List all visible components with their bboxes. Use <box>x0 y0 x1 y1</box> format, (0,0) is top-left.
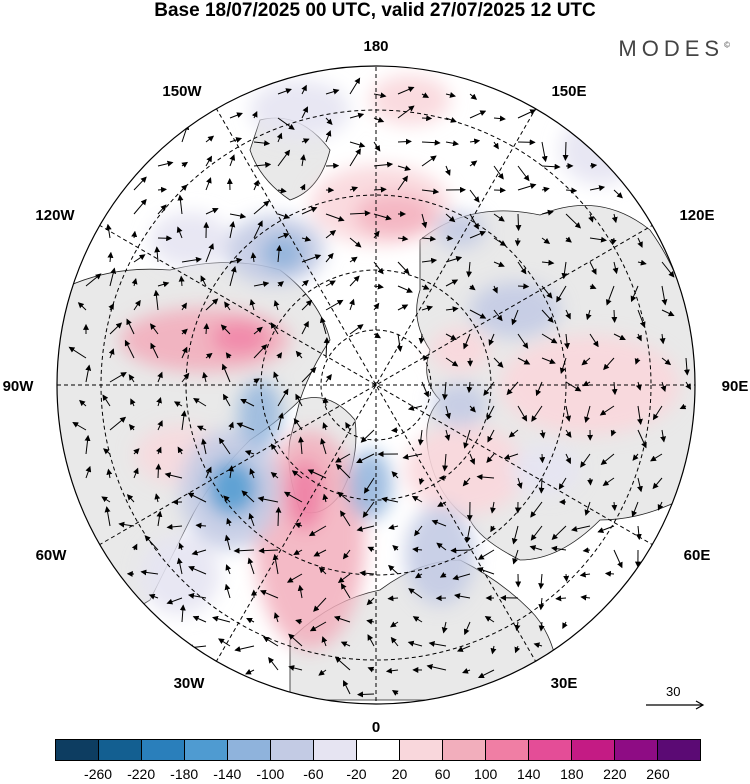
negative-anomaly-core <box>261 235 305 271</box>
negative-anomaly <box>150 212 230 268</box>
colorbar-tick-label: 260 <box>646 766 669 782</box>
wind-vector-arrow <box>517 238 518 245</box>
lon-label-90w: 90W <box>3 378 35 395</box>
lon-label-180: 180 <box>363 38 388 55</box>
wind-vector-arrow <box>278 508 279 526</box>
negative-anomaly <box>510 445 580 495</box>
negative-anomaly-core <box>207 460 257 516</box>
wind-vector-arrow <box>446 238 452 239</box>
positive-anomaly-core <box>287 460 323 530</box>
reference-vector-arrow <box>640 683 710 713</box>
polar-map: 180 0 90W 90E 150W 150E 120W 120E 60W 60… <box>0 0 750 735</box>
wind-vector-arrow <box>565 142 566 160</box>
negative-anomaly <box>250 80 350 140</box>
colorbar <box>55 739 701 761</box>
colorbar-tick-label: -100 <box>256 766 284 782</box>
colorbar-swatch <box>98 740 141 760</box>
wind-vector-arrow <box>374 189 386 190</box>
wind-vector-arrow <box>422 118 431 119</box>
colorbar-swatch <box>313 740 356 760</box>
lon-label-60w: 60W <box>36 547 68 564</box>
lon-label-90e: 90E <box>722 378 749 395</box>
lon-label-0: 0 <box>372 719 380 735</box>
colorbar-tick-label: -140 <box>213 766 241 782</box>
wind-vector-arrow <box>158 189 166 190</box>
wind-vector-arrow <box>614 310 615 322</box>
wind-vector-arrow <box>541 478 542 493</box>
colorbar-swatch <box>528 740 571 760</box>
wind-vector-arrow <box>606 573 614 574</box>
wind-vector-arrow <box>542 454 543 462</box>
colorbar-swatch <box>141 740 184 760</box>
colorbar-tick-label: -220 <box>127 766 155 782</box>
colorbar-tick-label: -60 <box>303 766 323 782</box>
colorbar-swatch <box>270 740 313 760</box>
colorbar-swatch <box>399 740 442 760</box>
colorbar-swatch <box>571 740 614 760</box>
lon-label-30e: 30E <box>551 675 578 692</box>
colorbar-tick-label: -20 <box>346 766 366 782</box>
lon-label-120w: 120W <box>35 207 75 224</box>
negative-anomaly <box>432 383 488 427</box>
negative-anomaly <box>435 212 485 248</box>
colorbar-swatch <box>485 740 528 760</box>
wind-vector-arrow <box>158 465 159 479</box>
colorbar-swatch <box>356 740 399 760</box>
colorbar-swatch <box>227 740 270 760</box>
colorbar-ticks: -260 -220 -180 -140 -100 -60 -20 20 60 100 140 180 2… <box>0 766 750 784</box>
wind-vector-arrow <box>518 214 519 230</box>
colorbar-swatch <box>442 740 485 760</box>
lon-label-150w: 150W <box>162 83 202 100</box>
colorbar-swatch <box>184 740 227 760</box>
wind-vector-arrow <box>392 430 398 431</box>
lon-label-120e: 120E <box>679 207 714 224</box>
positive-anomaly-core <box>212 322 268 354</box>
positive-anomaly <box>430 328 490 372</box>
wind-vector-arrow <box>566 574 567 581</box>
colorbar-swatch <box>56 740 98 760</box>
lon-label-30w: 30W <box>174 675 206 692</box>
positive-anomaly <box>405 425 525 515</box>
negative-anomaly <box>470 282 560 338</box>
colorbar-swatch <box>614 740 657 760</box>
negative-anomaly <box>560 115 640 185</box>
wind-vector-arrow <box>388 598 398 599</box>
colorbar-tick-label: 220 <box>603 766 626 782</box>
colorbar-tick-label: 20 <box>392 766 408 782</box>
colorbar-tick-label: 60 <box>435 766 451 782</box>
colorbar-tick-label: 180 <box>560 766 583 782</box>
lon-label-150e: 150E <box>551 83 586 100</box>
colorbar-tick-label: -180 <box>170 766 198 782</box>
colorbar-tick-label: -260 <box>84 766 112 782</box>
positive-anomaly <box>355 193 435 237</box>
wind-vector-arrow <box>451 550 470 551</box>
wind-vector-arrow <box>590 478 591 485</box>
colorbar-tick-label: 140 <box>517 766 540 782</box>
wind-vector-arrow <box>206 324 207 334</box>
wind-vector-arrow <box>358 694 374 695</box>
colorbar-swatch <box>657 740 700 760</box>
negative-anomaly <box>405 505 475 605</box>
wind-vector-arrow <box>518 286 528 287</box>
wind-vector-arrow <box>398 141 411 142</box>
colorbar-tick-label: 100 <box>474 766 497 782</box>
lon-label-60e: 60E <box>684 547 711 564</box>
negative-anomaly <box>238 380 282 450</box>
